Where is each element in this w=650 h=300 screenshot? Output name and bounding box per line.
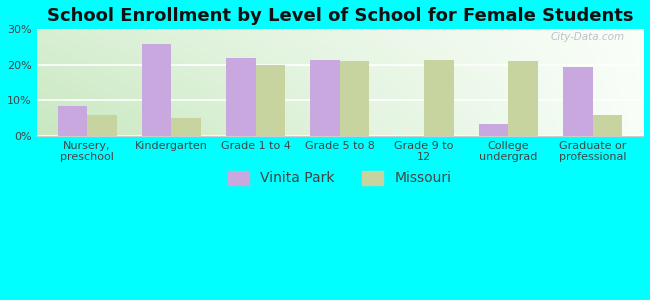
- Bar: [255, 65, 285, 136]
- Bar: [563, 67, 593, 136]
- Bar: [226, 58, 255, 136]
- Bar: [479, 124, 508, 136]
- Bar: [87, 115, 116, 136]
- Bar: [424, 59, 454, 136]
- Text: City-Data.com: City-Data.com: [551, 32, 625, 43]
- Bar: [142, 44, 172, 136]
- Legend: Vinita Park, Missouri: Vinita Park, Missouri: [223, 165, 457, 191]
- Title: School Enrollment by Level of School for Female Students: School Enrollment by Level of School for…: [47, 7, 633, 25]
- Bar: [340, 61, 369, 136]
- Bar: [58, 106, 87, 136]
- Bar: [310, 59, 340, 136]
- Bar: [172, 118, 201, 136]
- Bar: [508, 61, 538, 136]
- Bar: [593, 115, 622, 136]
